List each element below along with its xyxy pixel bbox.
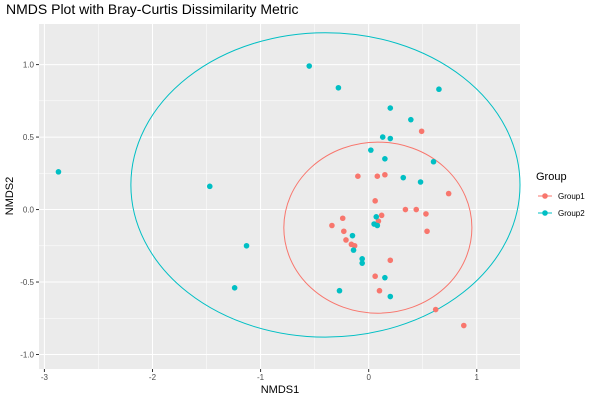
point-group2	[349, 232, 356, 239]
point-group2	[382, 274, 388, 281]
point-group2	[430, 158, 437, 165]
y-tick-label: -1.0	[20, 351, 34, 360]
point-group2	[306, 63, 313, 69]
y-axis-title: NMDS2	[4, 177, 16, 216]
minor-gridlines	[39, 24, 520, 369]
ellipse-group2	[130, 32, 521, 338]
x-tick-label: -3	[41, 373, 49, 382]
point-group2	[359, 260, 365, 266]
point-group1	[343, 237, 349, 243]
point-group1	[351, 242, 358, 249]
point-group2	[387, 293, 394, 300]
legend-label-group2: Group2	[558, 209, 585, 218]
point-group2	[55, 169, 62, 175]
confidence-ellipses	[130, 32, 521, 338]
point-group1	[341, 228, 347, 235]
point-group2	[368, 147, 374, 153]
point-group2	[382, 156, 388, 162]
point-group1	[372, 273, 378, 280]
plot-panel	[39, 24, 520, 369]
point-group1	[418, 128, 425, 135]
data-points	[55, 63, 467, 329]
point-group2	[243, 242, 250, 249]
point-group2	[408, 116, 414, 123]
point-group1	[355, 173, 361, 180]
point-group1	[376, 287, 383, 294]
point-group1	[413, 206, 420, 213]
point-group2	[359, 256, 365, 262]
ellipse-group1	[283, 141, 473, 314]
point-group2	[374, 222, 381, 229]
x-tick-label: 0	[366, 373, 371, 382]
point-group1	[382, 171, 388, 178]
legend-key-group1	[542, 193, 548, 199]
major-gridlines	[39, 24, 520, 369]
point-group2	[436, 86, 442, 93]
y-axis-ticks: -1.0 -0.5 0.0 0.5 1.0	[20, 61, 39, 360]
point-group1	[432, 306, 439, 313]
y-tick-label: 0.0	[23, 206, 35, 215]
legend-label-group1: Group1	[558, 192, 585, 201]
x-axis-title: NMDS1	[261, 384, 300, 396]
legend-title: Group	[536, 171, 567, 183]
point-group1	[460, 322, 467, 329]
point-group1	[372, 198, 378, 204]
y-tick-label: 0.5	[23, 133, 35, 142]
point-group1	[339, 215, 346, 222]
point-group1	[387, 257, 394, 264]
point-group1	[445, 190, 452, 197]
point-group2	[231, 285, 238, 291]
legend: Group Group1 Group2	[536, 171, 585, 218]
y-tick-label: 1.0	[23, 61, 35, 70]
legend-key-group2	[542, 210, 548, 216]
point-group1	[329, 222, 335, 229]
x-tick-label: -2	[149, 373, 157, 382]
point-group2	[379, 134, 386, 140]
point-group2	[373, 213, 380, 220]
point-group2	[335, 84, 342, 91]
point-group2	[387, 105, 394, 111]
point-group1	[375, 218, 382, 224]
point-group2	[417, 179, 424, 185]
point-group1	[378, 212, 385, 219]
x-axis-ticks: -3 -2 -1 0 1	[41, 369, 480, 382]
point-group1	[423, 211, 429, 217]
point-group2	[206, 183, 213, 190]
point-group1	[374, 173, 381, 180]
point-group2	[400, 174, 407, 181]
point-group2	[387, 135, 394, 142]
x-tick-label: 1	[475, 373, 480, 382]
y-tick-label: -0.5	[20, 278, 34, 287]
chart-title: NMDS Plot with Bray-Curtis Dissimilarity…	[6, 1, 298, 17]
point-group2	[350, 247, 357, 253]
point-group2	[336, 287, 343, 294]
point-group1	[402, 206, 409, 213]
x-tick-label: -1	[257, 373, 265, 382]
point-group1	[424, 228, 430, 235]
